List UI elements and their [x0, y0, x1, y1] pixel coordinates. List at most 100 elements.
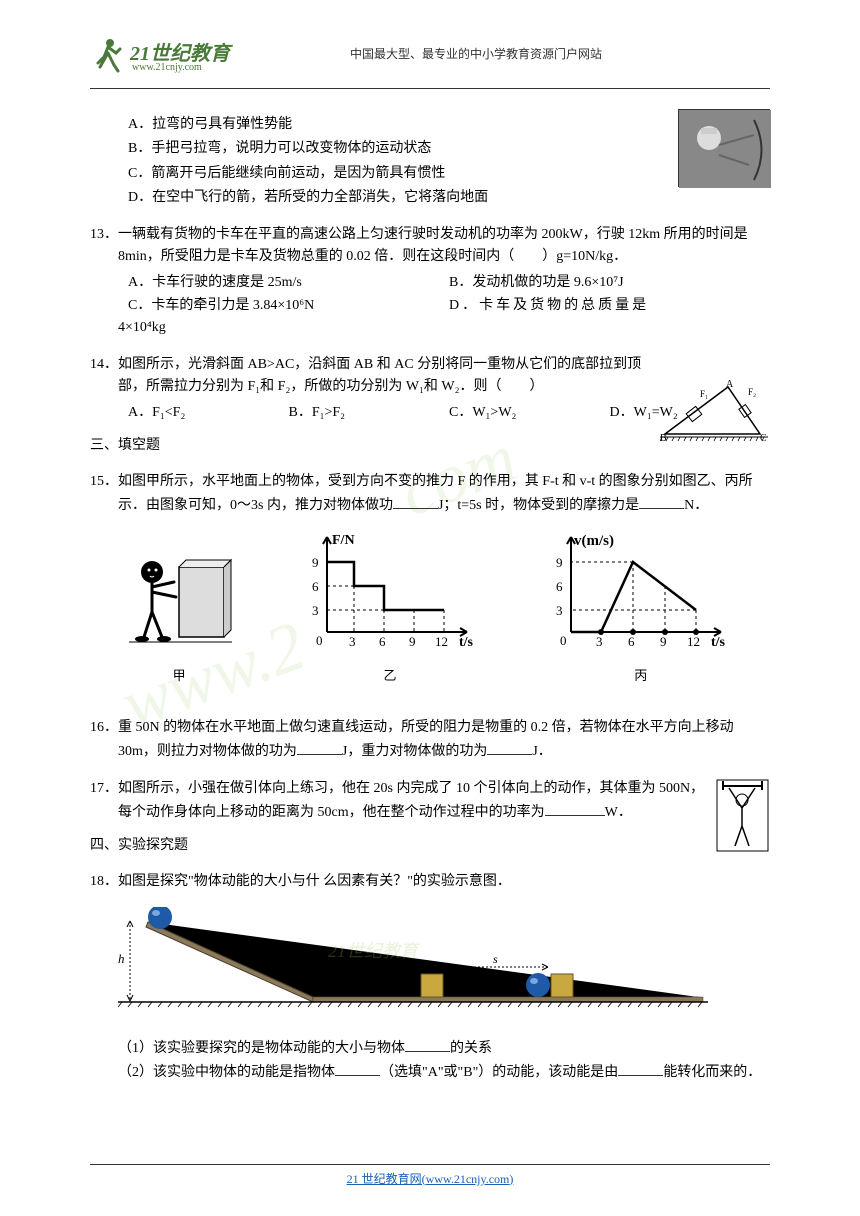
- content-area: A．拉弯的弓具有弹性势能 B．手把弓拉弯，说明力可以改变物体的运动状态 C．箭离…: [90, 114, 770, 1085]
- q15: 15．如图甲所示，水平地面上的物体，受到方向不变的推力 F 的作用，其 F-t …: [90, 471, 770, 518]
- q-text-2: W．: [605, 805, 632, 820]
- logo-url: www.21cnjy.com: [132, 60, 202, 76]
- svg-text:21世纪教育: 21世纪教育: [328, 941, 421, 961]
- header-subtitle: 中国最大型、最专业的中小学教育资源门户网站: [350, 45, 602, 64]
- option-a: A．卡车行驶的速度是 25m/s: [128, 272, 449, 294]
- q-num: 13．: [90, 227, 118, 242]
- q-text-3: N．: [684, 498, 708, 513]
- triangle-figure: A B C F₁ F₂: [660, 379, 770, 444]
- fig-label-yi: 乙: [302, 666, 477, 687]
- svg-text:B: B: [428, 959, 436, 973]
- sub-text: 的关系: [450, 1041, 492, 1056]
- q-text: 如图所示，光滑斜面 AB>AC，沿斜面 AB 和 AC 分别将同一重物从它们的底…: [118, 357, 641, 394]
- footer-divider: [90, 1164, 770, 1165]
- logo: 21世纪教育 www.21cnjy.com: [90, 30, 270, 80]
- svg-text:6: 6: [312, 579, 319, 594]
- blank[interactable]: [405, 1036, 450, 1052]
- q13-d-cont: 4×10⁴kg: [90, 317, 770, 339]
- fig-jia: 甲: [124, 542, 234, 687]
- svg-text:v(m/s): v(m/s): [574, 533, 614, 549]
- q-num: 17．: [90, 781, 118, 796]
- option-c: C．箭离开弓后能继续向前运动，是因为箭具有惯性: [128, 163, 770, 185]
- svg-text:t/s: t/s: [711, 635, 726, 650]
- option-c: C．卡车的牵引力是 3.84×10⁶N: [128, 295, 449, 317]
- svg-text:9: 9: [556, 555, 563, 570]
- q-text: 如图是探究"物体动能的大小与什 么因素有关？"的实验示意图．: [118, 874, 511, 889]
- q-num: 18．: [90, 874, 118, 889]
- fig-label-jia: 甲: [124, 666, 234, 687]
- blank[interactable]: [297, 739, 342, 755]
- svg-text:6: 6: [379, 634, 386, 649]
- svg-text:s: s: [493, 952, 498, 966]
- svg-text:t/s: t/s: [459, 635, 474, 650]
- q13: 13．一辆载有货物的卡车在平直的高速公路上匀速行驶时发动机的功率为 200kW，…: [90, 224, 770, 269]
- svg-text:3: 3: [312, 603, 319, 618]
- option-a: A．拉弯的弓具有弹性势能: [128, 114, 770, 136]
- sub-text: （1）该实验要探究的是物体动能的大小与物体: [118, 1041, 405, 1056]
- q12-options: A．拉弯的弓具有弹性势能 B．手把弓拉弯，说明力可以改变物体的运动状态 C．箭离…: [90, 114, 770, 210]
- ramp-figure: A h B s 21世纪教育: [118, 907, 708, 1017]
- fig-label-bing: 丙: [546, 666, 736, 687]
- option-b: B．F₁>F₂: [289, 402, 450, 424]
- fig-bing: v(m/s) t/s 9 6 3 0 3 6 9 12 丙: [546, 532, 736, 687]
- q-text: 一辆载有货物的卡车在平直的高速公路上匀速行驶时发动机的功率为 200kW，行驶 …: [118, 227, 748, 264]
- q16: 16．重 50N 的物体在水平地面上做匀速直线运动，所受的阻力是物重的 0.2 …: [90, 717, 770, 764]
- q13-options-row2: C．卡车的牵引力是 3.84×10⁶N D．卡车及货物的总质量是: [90, 295, 770, 317]
- blank[interactable]: [335, 1060, 380, 1076]
- runner-icon: [90, 35, 130, 75]
- q-num: 15．: [90, 474, 118, 489]
- svg-text:0: 0: [560, 633, 567, 648]
- svg-text:9: 9: [409, 634, 416, 649]
- option-d: D．卡车及货物的总质量是: [449, 295, 770, 317]
- svg-text:6: 6: [628, 634, 635, 649]
- svg-text:9: 9: [660, 634, 667, 649]
- svg-text:3: 3: [596, 634, 603, 649]
- q13-options-row1: A．卡车行驶的速度是 25m/s B．发动机做的功是 9.6×10⁷J: [90, 272, 770, 294]
- svg-text:3: 3: [349, 634, 356, 649]
- svg-text:F/N: F/N: [332, 533, 355, 548]
- q15-figures: 甲 F/N t/s 9 6 3 0 3 6 9 12 乙: [90, 532, 770, 687]
- header-divider: [90, 88, 770, 89]
- q18: 18．如图是探究"物体动能的大小与什 么因素有关？"的实验示意图．: [90, 871, 770, 893]
- q-text-2: J；t=5s 时，物体受到的摩擦力是: [438, 498, 639, 513]
- svg-text:9: 9: [312, 555, 319, 570]
- svg-text:A: A: [155, 907, 164, 908]
- sub-text: （2）该实验中物体的动能是指物体: [118, 1065, 335, 1080]
- option-d: D．在空中飞行的箭，若所受的力全部消失，它将落向地面: [128, 187, 770, 209]
- section-4-heading: 四、实验探究题: [90, 835, 770, 857]
- blank[interactable]: [393, 493, 438, 509]
- q-num: 16．: [90, 720, 118, 735]
- page-footer: 21 世纪教育网(www.21cnjy.com): [0, 1164, 860, 1191]
- svg-text:F₁: F₁: [700, 389, 708, 399]
- svg-text:h: h: [118, 951, 125, 966]
- fig-yi: F/N t/s 9 6 3 0 3 6 9 12 乙: [302, 532, 477, 687]
- q-num: 14．: [90, 357, 118, 372]
- option-b: B．发动机做的功是 9.6×10⁷J: [449, 272, 770, 294]
- sub-text: （选填"A"或"B"）的动能，该动能是由: [380, 1065, 618, 1080]
- archer-figure: [678, 109, 770, 187]
- blank[interactable]: [487, 739, 532, 755]
- option-c: C．W₁>W₂: [449, 402, 610, 424]
- sub-text: 能转化而来的．: [663, 1065, 761, 1080]
- blank[interactable]: [618, 1060, 663, 1076]
- option-a: A．F₁<F₂: [128, 402, 289, 424]
- svg-text:12: 12: [435, 634, 448, 649]
- page-header: 21世纪教育 www.21cnjy.com 中国最大型、最专业的中小学教育资源门…: [90, 30, 770, 80]
- svg-text:F₂: F₂: [748, 387, 756, 397]
- blank[interactable]: [545, 800, 605, 816]
- pullup-figure: [715, 778, 770, 853]
- q18-sub1: （1）该实验要探究的是物体动能的大小与物体 的关系: [90, 1036, 770, 1060]
- q-text-3: J．: [532, 744, 551, 759]
- svg-text:6: 6: [556, 579, 563, 594]
- q-text-2: J，重力对物体做的功为: [342, 744, 487, 759]
- q18-sub2: （2）该实验中物体的动能是指物体 （选填"A"或"B"）的动能，该动能是由 能转化而…: [90, 1060, 770, 1084]
- svg-text:3: 3: [556, 603, 563, 618]
- q14: 14．如图所示，光滑斜面 AB>AC，沿斜面 AB 和 AC 分别将同一重物从它…: [90, 354, 770, 399]
- q17: 17．如图所示，小强在做引体向上练习，他在 20s 内完成了 10 个引体向上的…: [90, 778, 770, 825]
- footer-link[interactable]: 21 世纪教育网(www.21cnjy.com): [347, 1172, 514, 1186]
- svg-text:A: A: [726, 379, 734, 390]
- svg-text:12: 12: [687, 634, 700, 649]
- blank[interactable]: [639, 493, 684, 509]
- option-b: B．手把弓拉弯，说明力可以改变物体的运动状态: [128, 138, 770, 160]
- svg-text:0: 0: [316, 633, 323, 648]
